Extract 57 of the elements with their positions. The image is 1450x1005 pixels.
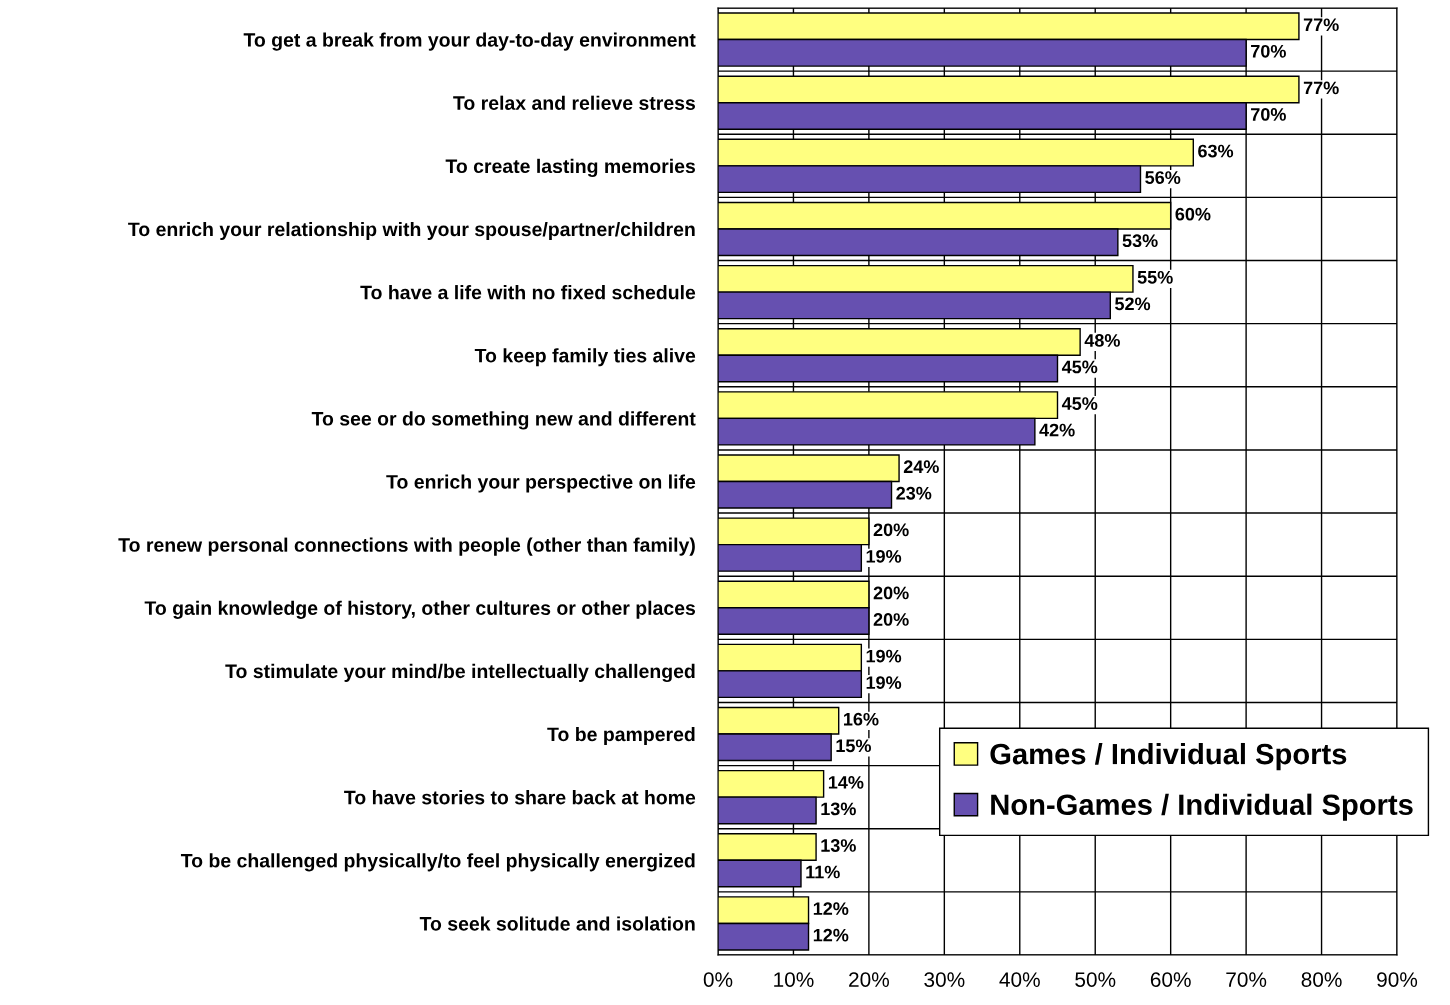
y-tick-label: To relax and relieve stress	[453, 95, 695, 110]
y-tick-label: To stimulate your mind/be intellectually challenged	[225, 663, 695, 683]
x-tick-label: 0%	[703, 972, 733, 987]
data-label: 52%	[1115, 297, 1151, 311]
data-label: 77%	[1303, 18, 1339, 32]
data-label: 20%	[873, 613, 909, 626]
data-label: 55%	[1137, 270, 1173, 284]
y-tick-label: To renew personal connections with people (other than family)	[118, 537, 695, 556]
x-tick-label: 80%	[1301, 972, 1342, 987]
data-label: 19%	[866, 649, 902, 663]
data-label: 14%	[828, 776, 864, 789]
data-label: 23%	[896, 486, 932, 500]
data-label: 11%	[806, 865, 840, 879]
data-label: 16%	[844, 712, 879, 726]
y-tick-label: To be pampered	[547, 726, 695, 746]
x-tick-label: 40%	[999, 972, 1040, 987]
data-label: 19%	[866, 676, 902, 689]
data-label: 70%	[1251, 108, 1286, 121]
x-tick-label: 20%	[849, 972, 889, 987]
y-tick-label: To have stories to share back at home	[344, 790, 696, 805]
data-label: 24%	[903, 460, 939, 474]
data-label: 13%	[821, 802, 856, 816]
x-tick-label: 10%	[774, 972, 814, 987]
y-tick-label: To get a break from your day-to-day environment	[243, 32, 696, 51]
data-label: 70%	[1251, 44, 1286, 58]
y-tick-label: To have a life with no fixed schedule	[360, 285, 696, 300]
y-tick-label: To be challenged physically/to feel physically energized	[180, 853, 695, 872]
data-label: 13%	[821, 839, 856, 852]
legend-label: Non-Games / Individual Sports	[991, 793, 1413, 821]
y-tick-label: To seek solitude and isolation	[419, 916, 695, 931]
data-label: 19%	[866, 549, 902, 563]
data-label: 56%	[1145, 171, 1181, 184]
x-tick-label: 60%	[1150, 972, 1191, 987]
data-label: 20%	[873, 586, 909, 600]
data-label: 45%	[1061, 397, 1098, 410]
x-tick-label: 70%	[1226, 972, 1267, 987]
y-tick-label: To gain knowledge of history, other cultures or other places	[144, 600, 696, 619]
y-tick-label: To see or do something new and different	[311, 411, 696, 430]
data-label: 77%	[1303, 81, 1339, 95]
legend-label: Games / Individual Sports	[990, 742, 1347, 771]
data-label: 12%	[813, 902, 849, 915]
data-label: 48%	[1084, 334, 1120, 347]
data-label: 60%	[1175, 207, 1211, 221]
y-tick-label: To enrich your relationship with your spouse/partner/children	[128, 221, 695, 241]
y-tick-label: To keep family ties alive	[474, 348, 696, 367]
y-tick-label: To create lasting memories	[445, 158, 695, 177]
x-tick-label: 50%	[1075, 972, 1116, 987]
data-label: 53%	[1122, 234, 1158, 248]
data-label: 20%	[873, 523, 909, 537]
x-tick-label: 90%	[1377, 972, 1418, 987]
x-tick-label: 30%	[924, 972, 965, 987]
data-label: 42%	[1039, 423, 1075, 437]
data-label: 15%	[836, 739, 871, 753]
data-label: 45%	[1061, 360, 1098, 374]
data-label: 63%	[1198, 144, 1234, 158]
data-label: 12%	[813, 928, 849, 942]
y-tick-label: To enrich your perspective on life	[386, 474, 696, 493]
